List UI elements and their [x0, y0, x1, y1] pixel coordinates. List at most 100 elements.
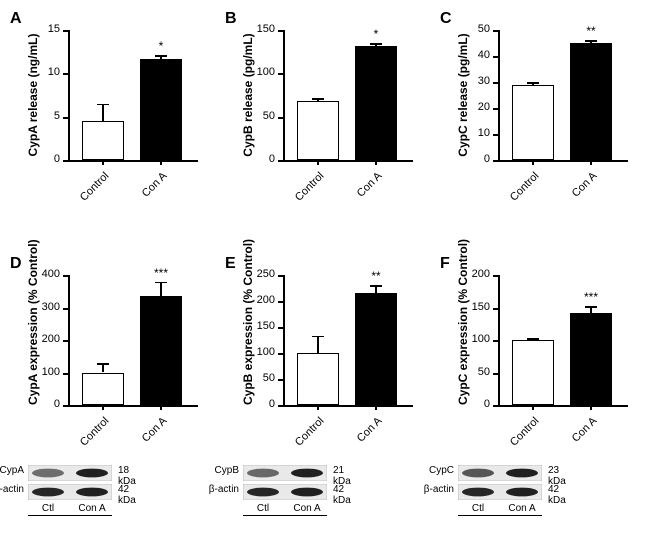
- bar-con-a: [140, 296, 182, 405]
- panel-D: D0100200300400CypA expression (% Control…: [10, 255, 218, 475]
- y-tick: [278, 301, 283, 303]
- panel-F: F050100150200CypC expression (% Control)…: [440, 255, 648, 475]
- y-axis-title: CypA release (ng/mL): [26, 30, 40, 160]
- y-tick: [278, 160, 283, 162]
- x-axis: [498, 405, 628, 407]
- blot-lane-label: Con A: [502, 503, 542, 514]
- blot-row-label: CypC: [412, 465, 454, 476]
- panel-B: B050100150CypB release (pg/mL)Control*Co…: [225, 10, 433, 230]
- y-tick: [493, 340, 498, 342]
- blot-band: [506, 469, 538, 478]
- y-tick: [63, 73, 68, 75]
- x-category-label: Control: [61, 415, 112, 466]
- y-tick: [63, 30, 68, 32]
- error-cap: [585, 40, 597, 42]
- x-category-label: Control: [491, 415, 542, 466]
- x-tick: [317, 405, 319, 410]
- x-category-label: Con A: [334, 170, 385, 221]
- y-tick: [278, 117, 283, 119]
- x-axis: [283, 405, 413, 407]
- y-tick: [278, 379, 283, 381]
- panel-label: E: [225, 255, 236, 273]
- blot-lane-underline: [458, 515, 542, 516]
- bar-control: [82, 373, 124, 406]
- x-category-label: Control: [491, 170, 542, 221]
- bar-con-a: [140, 59, 182, 160]
- panel-E: E050100150200250CypB expression (% Contr…: [225, 255, 433, 475]
- y-tick: [493, 275, 498, 277]
- error-cap: [97, 363, 109, 365]
- blot-lane-label: Ctl: [458, 503, 498, 514]
- bar-control: [297, 101, 339, 160]
- error-cap: [97, 104, 109, 106]
- x-tick: [317, 160, 319, 165]
- blot-band: [291, 488, 323, 497]
- significance-marker: **: [361, 269, 391, 283]
- blot-band: [462, 488, 494, 497]
- significance-marker: ***: [146, 266, 176, 280]
- x-category-label: Con A: [549, 170, 600, 221]
- y-axis: [283, 30, 285, 160]
- error-bar: [102, 104, 104, 121]
- y-axis: [283, 275, 285, 405]
- blot-lane-label: Ctl: [28, 503, 68, 514]
- y-tick: [278, 73, 283, 75]
- y-axis-title: CypC expression (% Control): [456, 275, 470, 405]
- blot-row-label: CypB: [197, 465, 239, 476]
- x-category-label: Con A: [334, 415, 385, 466]
- blot-lane-underline: [28, 515, 112, 516]
- y-tick: [493, 134, 498, 136]
- y-tick: [278, 275, 283, 277]
- blot-kda-label: 42 kDa: [118, 484, 136, 506]
- x-tick: [160, 160, 162, 165]
- error-cap: [585, 306, 597, 308]
- x-tick: [160, 405, 162, 410]
- panel-label: F: [440, 255, 450, 273]
- bar-con-a: [355, 46, 397, 160]
- blot-kda-label: 42 kDa: [548, 484, 566, 506]
- y-tick: [493, 405, 498, 407]
- x-tick: [375, 405, 377, 410]
- blot-row-label: β-actin: [0, 484, 24, 495]
- panel-label: B: [225, 10, 237, 28]
- bar-control: [512, 85, 554, 160]
- x-category-label: Control: [276, 170, 327, 221]
- blot-row-label: β-actin: [412, 484, 454, 495]
- panel-label: D: [10, 255, 22, 273]
- x-tick: [102, 405, 104, 410]
- error-cap: [527, 338, 539, 340]
- y-axis: [68, 275, 70, 405]
- panel-A: A051015CypA release (ng/mL)Control*Con A: [10, 10, 218, 230]
- error-cap: [155, 282, 167, 284]
- x-axis: [68, 160, 198, 162]
- y-tick: [63, 373, 68, 375]
- blot-band: [247, 488, 279, 497]
- x-category-label: Con A: [119, 415, 170, 466]
- bar-con-a: [355, 293, 397, 405]
- blot-lane-label: Ctl: [243, 503, 283, 514]
- blot-lane-underline: [243, 515, 327, 516]
- blot-band: [462, 469, 494, 478]
- x-tick: [532, 405, 534, 410]
- y-tick: [493, 308, 498, 310]
- y-axis-title: CypB expression (% Control): [241, 275, 255, 405]
- y-tick: [278, 30, 283, 32]
- blot-strip: [243, 465, 327, 481]
- y-axis-title: CypB release (pg/mL): [241, 30, 255, 160]
- blot-strip: [28, 465, 112, 481]
- blot-band: [32, 469, 64, 478]
- error-cap: [155, 55, 167, 57]
- blot-kda-label: 42 kDa: [333, 484, 351, 506]
- blot-lane-label: Con A: [72, 503, 112, 514]
- y-tick: [278, 405, 283, 407]
- bar-con-a: [570, 313, 612, 405]
- error-cap: [370, 43, 382, 45]
- x-category-label: Con A: [119, 170, 170, 221]
- x-axis: [498, 160, 628, 162]
- error-cap: [312, 336, 324, 338]
- y-axis: [498, 275, 500, 405]
- error-bar: [317, 336, 319, 353]
- y-tick: [278, 327, 283, 329]
- x-category-label: Con A: [549, 415, 600, 466]
- y-tick: [63, 405, 68, 407]
